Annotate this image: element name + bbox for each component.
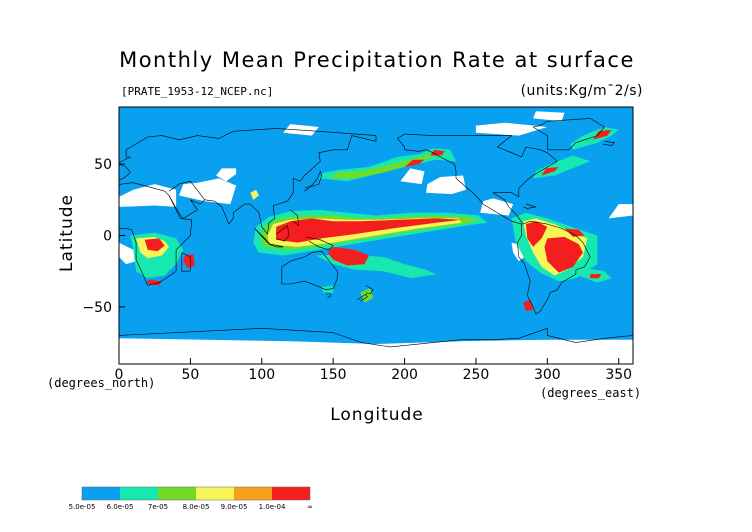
x-ticks: 0 50 100 150 200 250 300 350 — [115, 358, 632, 383]
y-ticks: 50 0 −50 — [82, 157, 125, 316]
missing-data-region — [608, 204, 633, 219]
coastline — [181, 252, 191, 272]
precip-region — [321, 285, 334, 293]
missing-data-region — [400, 168, 425, 185]
precip-region — [147, 279, 162, 286]
precip-region — [183, 254, 195, 269]
coastline — [304, 171, 323, 192]
missing-data-region — [119, 184, 177, 207]
precip-region — [276, 218, 462, 243]
colorbar-label: 8.0e-05 — [183, 503, 210, 511]
x-tick-label: 350 — [605, 367, 632, 383]
chart-units: (units:Kg/m¯2/s) — [521, 83, 643, 99]
missing-data-region — [480, 198, 514, 216]
coastline — [119, 163, 131, 182]
missing-data-region — [533, 111, 565, 122]
coastlines — [119, 118, 633, 348]
y-axis-label: Latitude — [57, 194, 77, 272]
x-tick-label: 150 — [320, 367, 347, 383]
chart-subtitle: [PRATE_1953-12_NCEP.nc] — [121, 85, 273, 98]
missing-data-region — [119, 338, 633, 364]
precip-region — [250, 189, 259, 200]
colorbar-label: 1.0e-04 — [259, 503, 286, 511]
missing-data-region — [216, 168, 237, 182]
coastline — [397, 133, 591, 315]
precip-region — [144, 238, 165, 252]
colorbar-swatch — [158, 487, 196, 500]
coastline — [532, 118, 605, 151]
coastline — [326, 293, 331, 298]
colorbar-swatch — [120, 487, 158, 500]
colorbar-swatch — [272, 487, 310, 500]
y-tick-label: 50 — [94, 157, 112, 173]
colorbar: 5.0e-05 6.0e-05 7e-05 8.0e-05 9.0e-05 1.0e-04… — [69, 486, 313, 511]
precip-region — [523, 299, 534, 312]
precip-region — [544, 236, 583, 273]
y-unit-label: (degrees_north) — [47, 376, 155, 390]
x-tick-label: 200 — [391, 367, 418, 383]
colorbar-label: 7e-05 — [148, 503, 168, 511]
x-tick-label: 100 — [248, 367, 275, 383]
coastline — [281, 250, 338, 291]
colorbar-label: 6.0e-05 — [107, 503, 134, 511]
y-tick-label: 0 — [103, 229, 112, 245]
coastline — [305, 236, 334, 251]
coastline — [168, 180, 205, 219]
coastline — [602, 141, 615, 146]
x-tick-label: 0 — [115, 367, 124, 383]
x-axis-label: Longitude — [330, 405, 424, 425]
x-unit-label: (degrees_east) — [540, 386, 641, 400]
coastline — [119, 182, 193, 286]
precip-region — [327, 246, 369, 266]
colorbar-label: ∞ — [307, 503, 313, 511]
coastline — [290, 209, 300, 226]
missing-data-region — [426, 175, 466, 195]
chart-title: Monthly Mean Precipitation Rate at surfa… — [119, 48, 635, 72]
coastline — [275, 225, 290, 242]
x-tick-label: 250 — [463, 367, 490, 383]
coastline — [254, 228, 284, 248]
colorbar-swatch — [234, 487, 272, 500]
coastline — [119, 327, 633, 348]
precip-region — [590, 274, 602, 279]
colorbar-label: 9.0e-05 — [221, 503, 248, 511]
colorbar-frame — [81, 486, 311, 501]
precip-region — [330, 151, 445, 179]
precip-region — [525, 221, 548, 247]
coastline — [119, 128, 377, 235]
colorbar-swatch — [82, 487, 120, 500]
precip-region — [430, 149, 445, 156]
colorbar-swatch — [196, 487, 234, 500]
precip-regions — [119, 111, 633, 364]
x-tick-label: 300 — [534, 367, 561, 383]
precip-region — [404, 159, 425, 167]
coastline — [365, 285, 374, 295]
precip-region — [593, 129, 612, 140]
plot-area — [118, 106, 634, 365]
precip-region — [541, 167, 559, 176]
y-tick-label: −50 — [82, 300, 112, 316]
coastline — [357, 293, 368, 302]
colorbar-label: 5.0e-05 — [69, 503, 96, 511]
coastline — [522, 203, 537, 209]
x-tick-label: 50 — [181, 367, 199, 383]
precip-region — [564, 228, 585, 237]
missing-data-region — [475, 122, 548, 136]
